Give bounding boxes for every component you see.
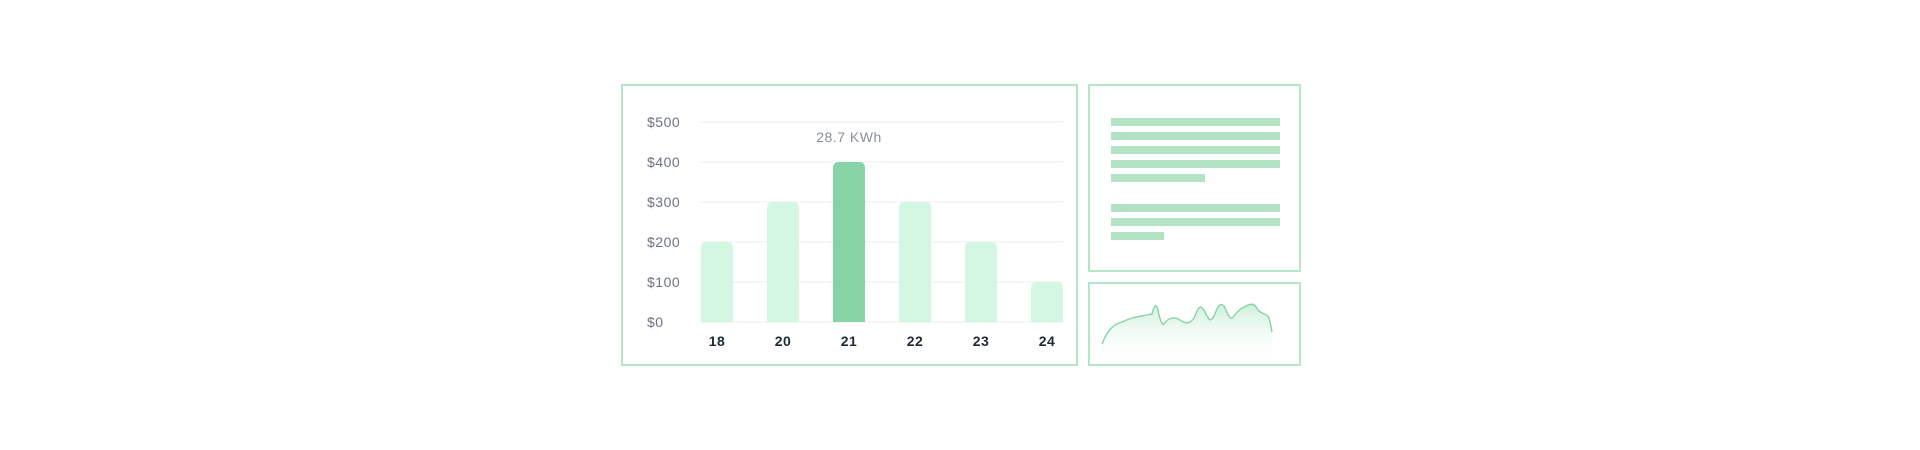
- bar-chart-panel: $0 $100 $200 $300 $400 $500 18 20 21 22 23 24 28.7…: [621, 84, 1078, 366]
- bar-highlighted: [833, 162, 865, 322]
- bar: [965, 242, 997, 322]
- y-tick-label: $200: [647, 234, 680, 250]
- sparkline-chart: [1101, 303, 1273, 364]
- text-placeholder-line: [1111, 174, 1205, 182]
- y-tick-label: $300: [647, 194, 680, 210]
- bar: [701, 242, 733, 322]
- x-tick-label: 20: [775, 333, 792, 349]
- bar-chart: $0 $100 $200 $300 $400 $500 18 20 21 22 23 24 28.7…: [647, 114, 1063, 349]
- bar: [899, 202, 931, 322]
- text-placeholder-line: [1111, 204, 1280, 212]
- text-placeholder-line: [1111, 160, 1280, 168]
- text-placeholder-line: [1111, 146, 1280, 154]
- text-placeholder-line: [1111, 118, 1280, 126]
- text-placeholder-panel: [1088, 84, 1301, 272]
- y-tick-label: $0: [647, 314, 664, 330]
- bar: [1031, 282, 1063, 322]
- bar: [767, 202, 799, 322]
- text-placeholder-line: [1111, 132, 1280, 140]
- sparkline-line: [1101, 303, 1273, 345]
- x-tick-label: 21: [841, 333, 858, 349]
- x-tick-label: 22: [907, 333, 924, 349]
- sparkline-panel: [1088, 282, 1301, 366]
- text-placeholder-line: [1111, 218, 1280, 226]
- x-tick-label: 18: [709, 333, 726, 349]
- x-tick-label: 24: [1039, 333, 1056, 349]
- x-tick-label: 23: [973, 333, 990, 349]
- sparkline-area: [1102, 304, 1272, 364]
- y-tick-label: $400: [647, 154, 680, 170]
- y-tick-label: $100: [647, 274, 680, 290]
- text-placeholder-line: [1111, 232, 1164, 240]
- bar-annotation-label: 28.7 KWh: [816, 129, 881, 145]
- y-tick-label: $500: [647, 114, 680, 130]
